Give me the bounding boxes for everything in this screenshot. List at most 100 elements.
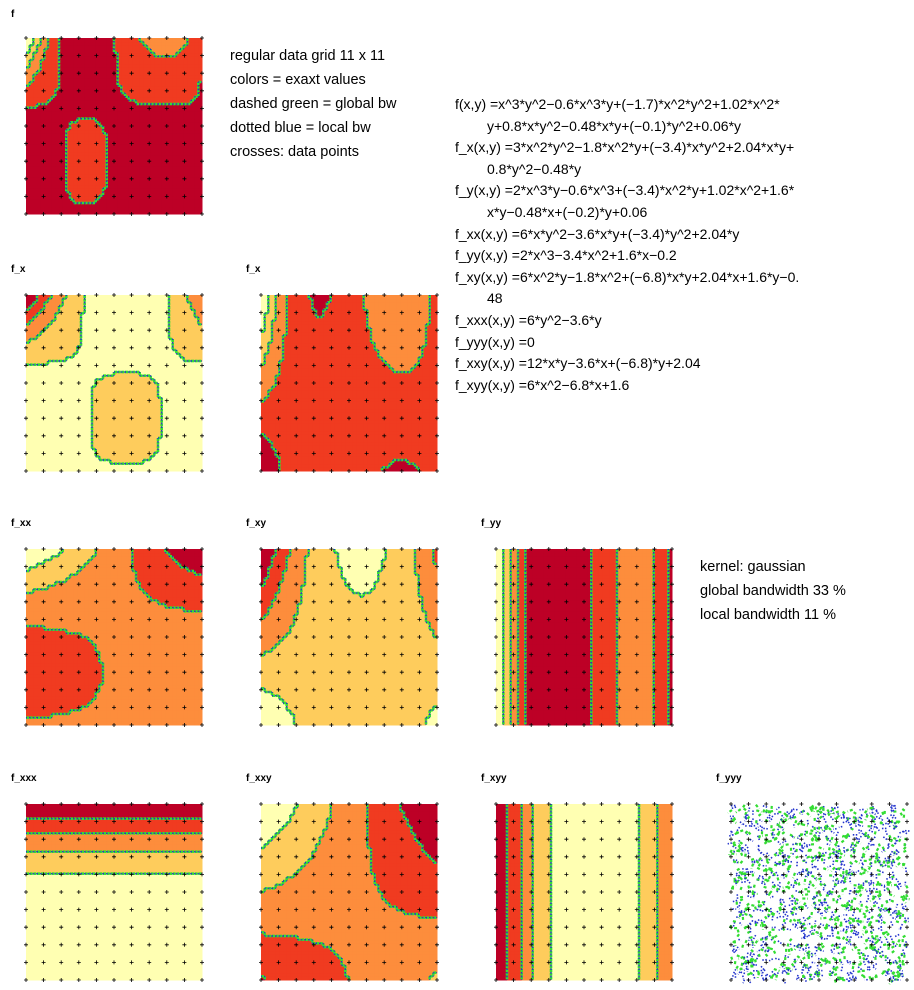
heatmap-cell (187, 151, 192, 156)
heatmap-cell (99, 107, 104, 112)
heatmap-cell (55, 320, 60, 325)
heatmap-cell (150, 162, 155, 167)
heatmap-cell (139, 38, 144, 43)
heatmap-cell (132, 133, 137, 138)
heatmap-cell (66, 324, 71, 329)
heatmap-cell (139, 379, 144, 384)
heatmap-cell (187, 100, 192, 105)
heatmap-cell (132, 184, 137, 189)
heatmap-cell (125, 463, 130, 468)
heatmap-cell (73, 184, 78, 189)
heatmap-cell (103, 401, 108, 406)
heatmap-cell (121, 188, 126, 193)
heatmap-cell (37, 456, 42, 461)
heatmap-cell (161, 331, 166, 336)
heatmap-cell (176, 346, 181, 351)
heatmap-cell (198, 96, 203, 101)
heatmap-cell (29, 427, 34, 432)
heatmap-cell (125, 306, 130, 311)
heatmap-cell (73, 122, 78, 127)
heatmap-cell (26, 346, 31, 351)
heatmap-cell (176, 82, 181, 87)
heatmap-cell (92, 394, 97, 399)
heatmap-cell (169, 74, 174, 79)
heatmap-cell (40, 397, 45, 402)
heatmap-cell (66, 71, 71, 76)
heatmap-cell (77, 137, 82, 142)
heatmap-cell (106, 126, 111, 131)
heatmap-cell (51, 335, 56, 340)
heatmap-cell (70, 195, 75, 200)
heatmap-cell (132, 350, 137, 355)
heatmap-cell (114, 412, 119, 417)
heatmap-cell (48, 60, 53, 65)
heatmap-cell (59, 104, 64, 109)
heatmap-cell (154, 434, 159, 439)
heatmap-cell (33, 324, 38, 329)
heatmap-cell (158, 133, 163, 138)
heatmap-cell (117, 353, 122, 358)
heatmap-cell (99, 126, 104, 131)
heatmap-cell (183, 324, 188, 329)
heatmap-cell (29, 151, 34, 156)
heatmap-cell (51, 148, 56, 153)
heatmap-cell (51, 118, 56, 123)
heatmap-cell (29, 331, 34, 336)
heatmap-cell (81, 85, 86, 90)
heatmap-cell (176, 397, 181, 402)
heatmap-cell (62, 52, 67, 57)
heatmap-cell (70, 364, 75, 369)
heatmap-cell (70, 397, 75, 402)
heatmap-cell (70, 78, 75, 83)
heatmap-cell (84, 397, 89, 402)
heatmap-cell (176, 375, 181, 380)
data-point-cross (24, 141, 28, 146)
heatmap-cell (73, 206, 78, 211)
heatmap-cell (66, 460, 71, 465)
heatmap-cell (158, 368, 163, 373)
heatmap-cell (29, 41, 34, 46)
heatmap-cell (103, 361, 108, 366)
heatmap-cell (48, 184, 53, 189)
heatmap-cell (114, 122, 119, 127)
heatmap-cell (165, 372, 170, 377)
heatmap-cell (191, 104, 196, 109)
heatmap-cell (51, 52, 56, 57)
heatmap-cell (55, 181, 60, 186)
heatmap-cell (198, 463, 203, 468)
heatmap-cell (37, 427, 42, 432)
heatmap-cell (99, 357, 104, 362)
heatmap-cell (77, 309, 82, 314)
heatmap-cell (99, 85, 104, 90)
heatmap-cell (26, 320, 31, 325)
heatmap-cell (121, 445, 126, 450)
heatmap-cell (158, 449, 163, 454)
heatmap-cell (77, 162, 82, 167)
heatmap-cell (44, 188, 49, 193)
heatmap-cell (183, 368, 188, 373)
heatmap-cell (37, 162, 42, 167)
heatmap-cell (66, 162, 71, 167)
heatmap-cell (194, 460, 199, 465)
heatmap-cell (117, 368, 122, 373)
heatmap-cell (95, 364, 100, 369)
heatmap-cell (103, 419, 108, 424)
heatmap-cell (40, 93, 45, 98)
heatmap-cell (37, 107, 42, 112)
data-point-cross (24, 71, 28, 76)
heatmap-cell (143, 416, 148, 421)
heatmap-cell (180, 170, 185, 175)
heatmap-cell (121, 438, 126, 443)
heatmap-cell (59, 155, 64, 160)
heatmap-cell (103, 309, 108, 314)
heatmap-cell (154, 375, 159, 380)
heatmap-cell (198, 390, 203, 395)
heatmap-cell (37, 405, 42, 410)
heatmap-cell (187, 408, 192, 413)
heatmap-cell (132, 423, 137, 428)
heatmap-cell (191, 115, 196, 120)
heatmap-cell (95, 320, 100, 325)
heatmap-cell (161, 452, 166, 457)
heatmap-cell (95, 107, 100, 112)
heatmap-cell (176, 166, 181, 171)
